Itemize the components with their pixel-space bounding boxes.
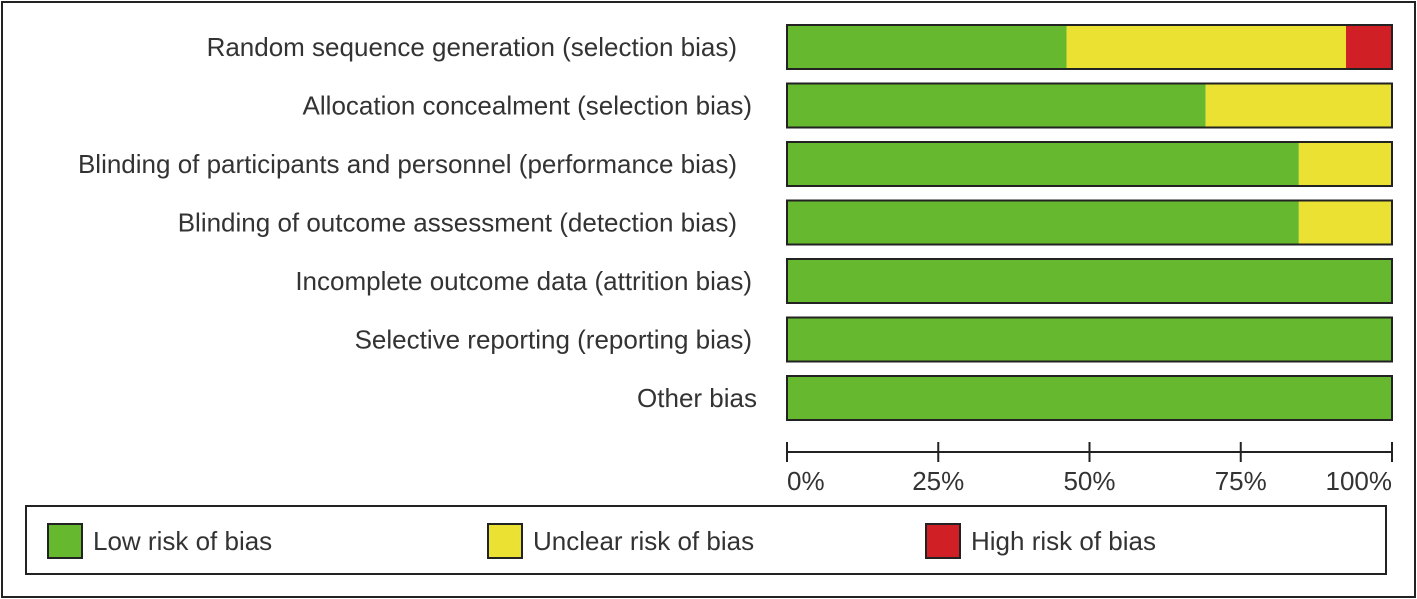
x-tick-label: 25% [912, 466, 964, 496]
bar-segment-low [787, 142, 1299, 186]
x-tick-label: 50% [1063, 466, 1115, 496]
bar-outline [786, 24, 1393, 70]
category-label: Blinding of outcome assessment (detectio… [178, 208, 737, 238]
bar-segment-high [1346, 25, 1392, 69]
category-label: Incomplete outcome data (attrition bias) [295, 266, 752, 296]
bar-outline [786, 141, 1393, 187]
legend-label-high: High risk of bias [971, 525, 1156, 556]
category-label: Random sequence generation (selection bi… [207, 32, 737, 62]
bar-outline [786, 199, 1393, 246]
bar-outline [786, 82, 1393, 129]
legend-label-low: Low risk of bias [93, 525, 273, 556]
bar-segment-unclear [1298, 142, 1392, 186]
bar-segment-unclear [1066, 25, 1347, 69]
bar-segment-unclear [1298, 200, 1392, 245]
bar-segment-low [787, 200, 1299, 245]
bar-segment-low [787, 376, 1392, 420]
bar-segment-low [787, 317, 1392, 362]
legend: Low risk of bias Unclear risk of bias Hi… [25, 505, 1387, 575]
legend-item-low: Low risk of bias [47, 521, 272, 561]
legend-swatch-unclear [487, 523, 523, 559]
category-label: Selective reporting (reporting bias) [355, 325, 752, 355]
bar-outline [786, 258, 1393, 304]
category-label: Other bias [637, 383, 757, 413]
x-tick-label: 100% [1326, 466, 1393, 496]
legend-label-unclear: Unclear risk of bias [533, 525, 755, 556]
bar-outline [786, 316, 1393, 363]
category-label: Allocation concealment (selection bias) [303, 91, 752, 121]
x-tick-label: 75% [1215, 466, 1267, 496]
bar-segment-low [787, 25, 1067, 69]
bar-segment-low [787, 259, 1392, 303]
bar-segment-low [787, 83, 1206, 128]
legend-swatch-high [925, 523, 961, 559]
bar-outline [786, 375, 1393, 421]
legend-item-high: High risk of bias [925, 521, 1156, 561]
legend-swatch-low [47, 523, 83, 559]
category-label: Blinding of participants and personnel (… [78, 149, 737, 179]
risk-of-bias-chart: Random sequence generation (selection bi… [78, 24, 1393, 496]
x-tick-label: 0% [787, 466, 825, 496]
bar-segment-unclear [1205, 83, 1392, 128]
legend-item-unclear: Unclear risk of bias [487, 521, 754, 561]
